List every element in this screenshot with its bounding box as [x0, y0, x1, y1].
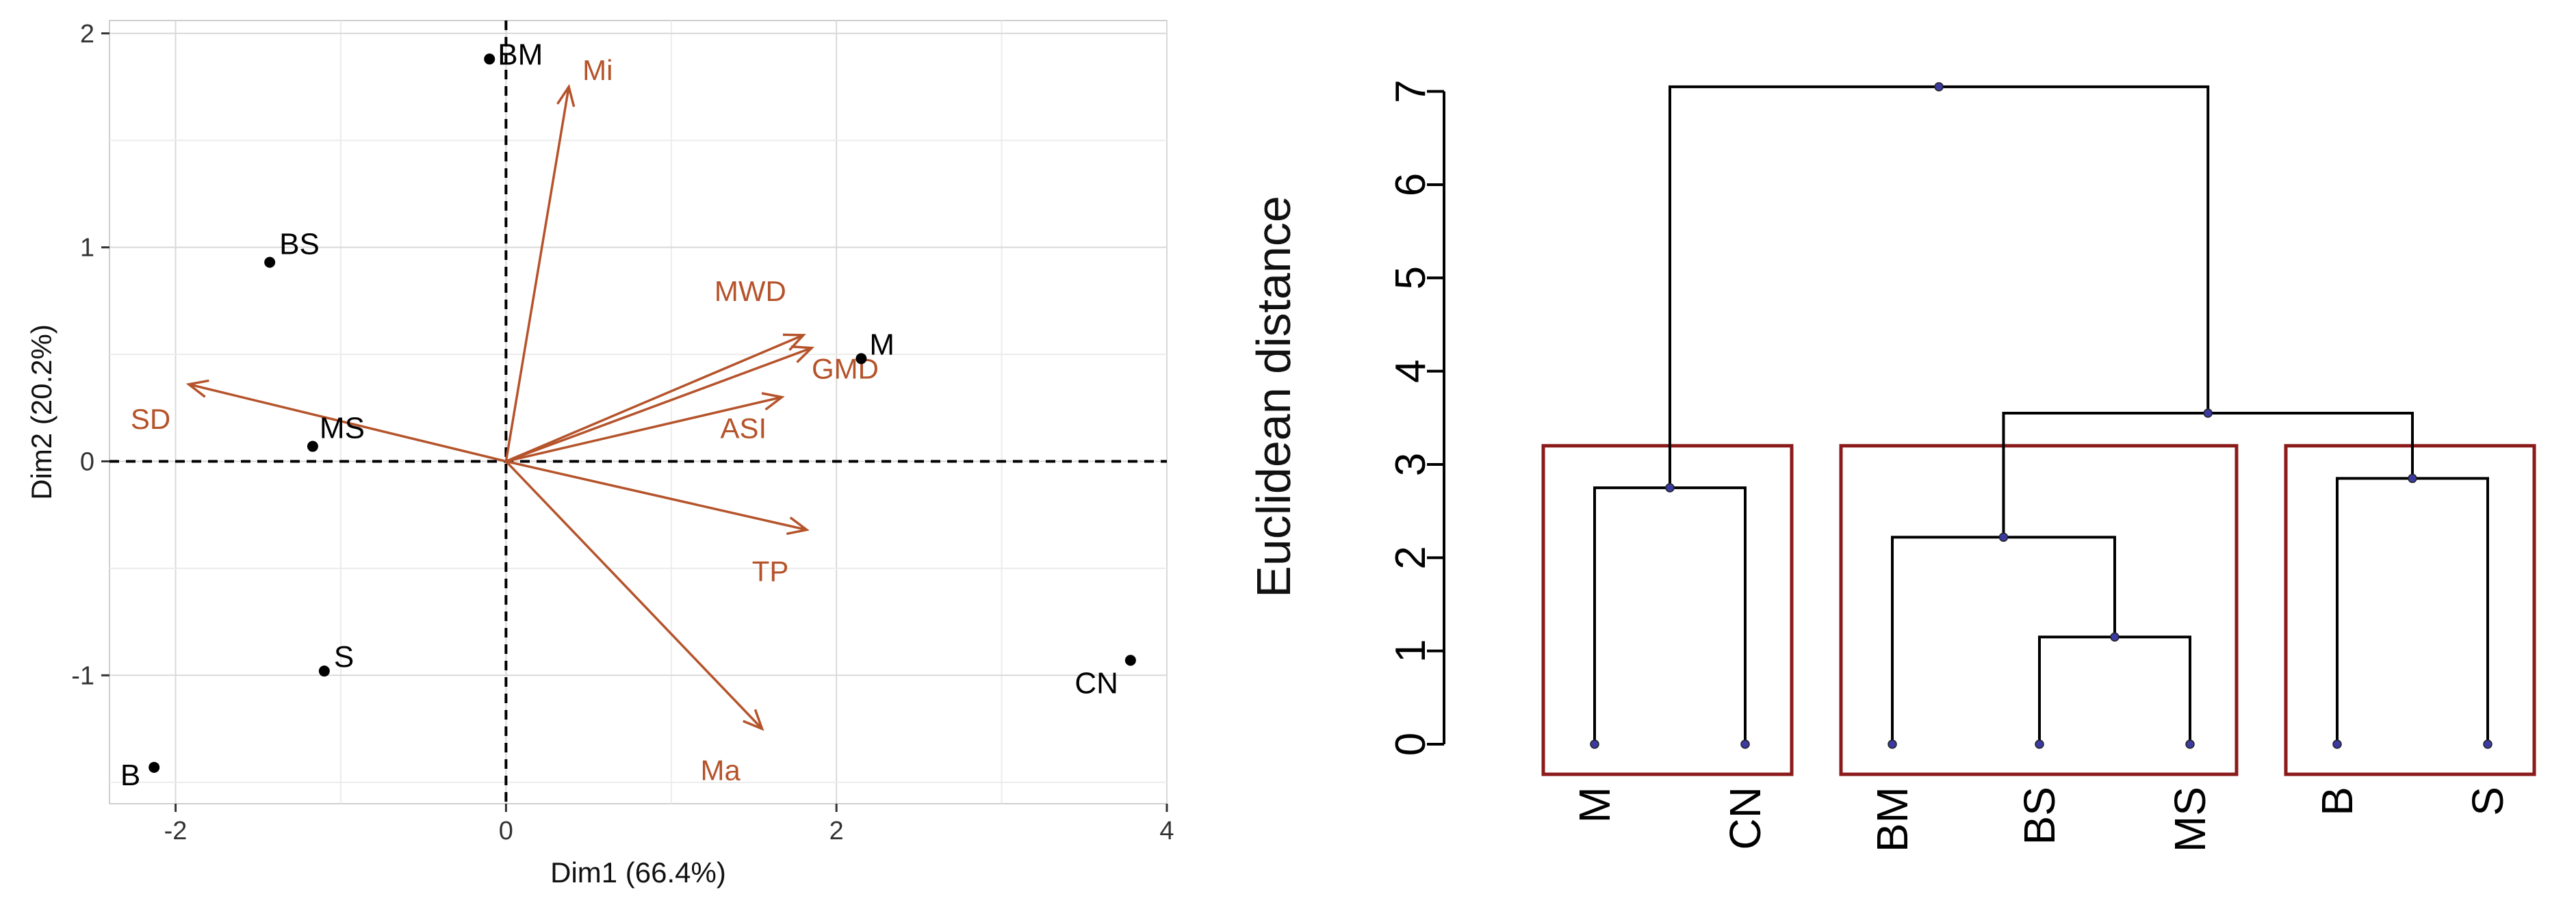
x-tick-label: 4 — [1159, 817, 1174, 845]
merge-branch-5 — [2002, 412, 2414, 538]
merge-branch-1 — [2038, 635, 2191, 744]
point-m — [855, 353, 867, 365]
y-tick-label: 6 — [1387, 173, 1434, 196]
arrow-label: MWD — [714, 275, 786, 307]
leaf-label-m: M — [1570, 787, 1619, 823]
merge-node-6 — [1934, 82, 1944, 92]
x-tick-label: 0 — [499, 817, 513, 845]
leaf-label-cn: CN — [1721, 787, 1770, 850]
point-bm — [484, 53, 495, 65]
arrow-label: ASI — [721, 412, 767, 445]
y-tick-label: 1 — [80, 234, 94, 263]
loading-arrow-gmd — [505, 347, 812, 463]
leaf-label-ms: MS — [2165, 787, 2215, 852]
merge-branch-3 — [1593, 486, 1747, 744]
arrow-head — [786, 516, 810, 536]
merge-branch-4 — [2336, 477, 2489, 744]
merge-node-1 — [2110, 632, 2120, 642]
point-ms — [307, 441, 318, 452]
loading-arrow-sd — [188, 383, 506, 463]
arrow-label: GMD — [812, 353, 879, 385]
loading-arrow-asi — [505, 395, 782, 463]
dendrogram-branches — [1593, 85, 2489, 744]
arrow-label: SD — [131, 403, 170, 435]
merge-branch-6 — [1669, 85, 2210, 488]
dendrogram-y-axis: 0 1 2 3 4 5 6 7 — [1387, 79, 1445, 756]
leaf-label-bm: BM — [1868, 787, 1917, 852]
arrow-head — [743, 709, 764, 731]
loading-arrow-ma — [505, 460, 763, 730]
biplot-arrows: Mi MWD GMD ASI SD TP Ma — [131, 54, 879, 787]
y-tick-label: 1 — [1387, 639, 1434, 662]
leaf-node-bs — [2035, 739, 2044, 749]
biplot-axes: -2 0 2 4 -1 0 1 2 — [71, 20, 1174, 845]
arrow-label: Ma — [701, 754, 741, 787]
cluster-box-2 — [1839, 444, 2239, 776]
merge-node-2 — [1998, 532, 2009, 542]
point-b — [149, 761, 160, 773]
point-label: CN — [1074, 666, 1118, 700]
x-tick-label: -2 — [164, 817, 188, 845]
cluster-box-3 — [2284, 444, 2536, 776]
y-tick-label: 7 — [1387, 79, 1434, 103]
merge-node-3 — [1665, 483, 1675, 492]
arrow-head — [790, 345, 814, 363]
y-tick-label: 2 — [1387, 546, 1434, 569]
leaf-node-s — [2483, 739, 2493, 749]
cluster-boxes — [1541, 444, 2536, 776]
merge-node-5 — [2203, 408, 2213, 418]
merge-node-4 — [2408, 473, 2417, 484]
x-tick-label: 2 — [829, 817, 844, 845]
point-bs — [264, 257, 276, 268]
leaf-label-bs: BS — [2015, 787, 2064, 845]
y-tick-label: 2 — [80, 20, 94, 49]
point-label: BM — [498, 38, 543, 71]
y-tick-label: 3 — [1387, 453, 1434, 476]
leaf-label-b: B — [2313, 787, 2362, 816]
point-label: M — [869, 328, 894, 361]
leaf-node-ms — [2185, 739, 2195, 749]
y-tick-label: 5 — [1387, 266, 1434, 289]
biplot-x-axis-label: Dim1 (66.4%) — [550, 856, 726, 889]
loading-arrow-mwd — [505, 334, 804, 463]
point-label: MS — [320, 412, 365, 445]
dendrogram-nodes — [1590, 82, 2493, 749]
dendrogram-y-axis-label: Euclidean distance — [1247, 196, 1300, 598]
biplot-y-axis-label: Dim2 (20.2%) — [25, 324, 57, 500]
leaf-node-bm — [1888, 739, 1897, 749]
dendrogram-leaf-labels: M CN BM BS MS B S — [1570, 787, 2512, 852]
leaf-node-m — [1590, 739, 1599, 749]
leaf-node-cn — [1740, 739, 1750, 749]
arrow-label: Mi — [582, 54, 613, 86]
point-s — [318, 666, 330, 677]
arrow-head — [782, 333, 806, 352]
point-label: B — [120, 759, 140, 792]
arrow-head — [556, 83, 576, 107]
arrow-head — [761, 392, 785, 411]
point-label: BS — [279, 228, 320, 261]
y-tick-label: 4 — [1387, 359, 1434, 382]
leaf-node-b — [2332, 739, 2342, 749]
arrow-head — [185, 379, 209, 398]
y-tick-label: -1 — [71, 661, 94, 690]
loading-arrow-tp — [505, 460, 808, 531]
point-cn — [1124, 655, 1136, 666]
leaf-label-s: S — [2463, 787, 2512, 816]
loading-arrow-mi — [504, 86, 570, 462]
arrow-label: TP — [752, 555, 789, 588]
point-label: S — [334, 640, 354, 674]
y-tick-label: 0 — [1387, 733, 1434, 756]
merge-branch-2 — [1891, 536, 2116, 744]
cluster-box-1 — [1541, 444, 1794, 776]
y-tick-label: 0 — [80, 447, 94, 476]
